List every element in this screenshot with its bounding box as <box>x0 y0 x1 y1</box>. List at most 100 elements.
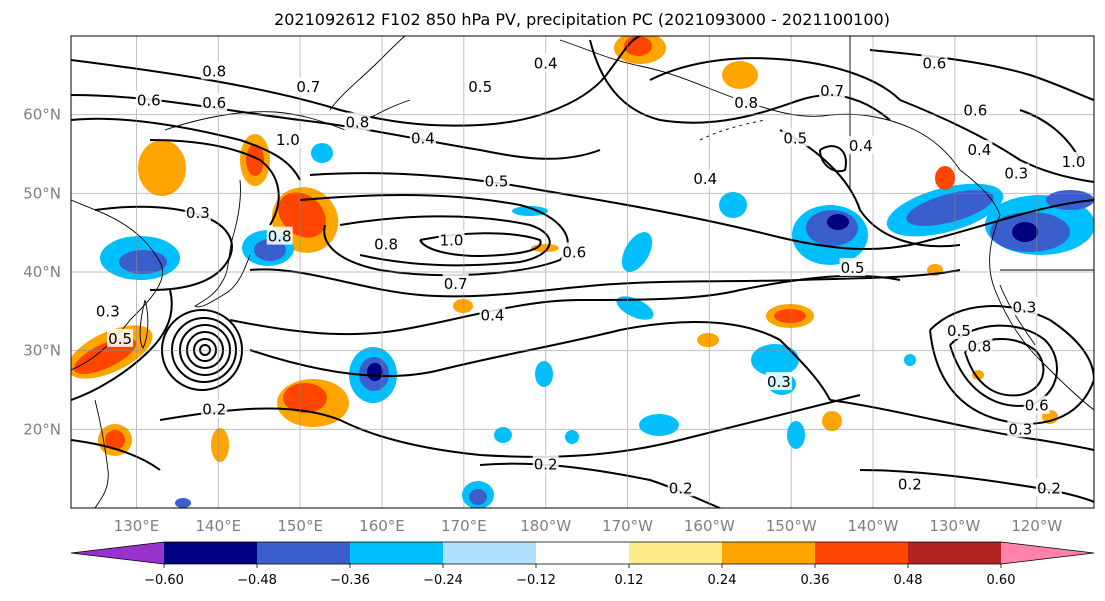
colorbar: −0.60 −0.48 −0.36 −0.24 −0.12 0.12 0.24 0.36 0.4… <box>70 541 1095 588</box>
colorbar-segment <box>350 542 444 564</box>
pv-contour-cyclone <box>199 344 211 356</box>
contour-label-bg <box>483 171 510 190</box>
coastline-korea <box>139 299 149 349</box>
contour-label-bg <box>442 273 469 292</box>
lon-tick-label: 120°W <box>1011 517 1062 535</box>
pv-contour-cyclone <box>193 338 217 362</box>
pv-contour-0.5 <box>229 274 901 336</box>
contour-label-bg <box>733 92 760 111</box>
contour-label-bg <box>839 258 866 277</box>
contour-label-bg <box>479 305 506 324</box>
lat-tick-label: 50°N <box>23 184 61 202</box>
contour-label: 0.8 <box>202 62 226 80</box>
pv-contour-0.2 <box>159 394 861 458</box>
precip-negative-blob <box>906 190 994 226</box>
contour-label: 0.3 <box>1013 298 1037 316</box>
contour-label-bg <box>765 372 792 391</box>
colorbar-segment <box>908 542 1002 564</box>
contour-label: 0.7 <box>296 78 320 96</box>
contour-label: 0.5 <box>108 330 132 348</box>
pv-contour <box>309 172 1094 251</box>
contour-label-bg <box>373 234 400 253</box>
pv-contour-0.2-south <box>479 462 721 508</box>
precip-negative-blob <box>565 430 579 444</box>
precip-negative-blob <box>119 250 167 274</box>
contour-label: 0.8 <box>374 235 398 253</box>
precip-negative-blob <box>311 143 333 163</box>
pv-contour-0.2-east <box>859 469 1094 503</box>
contour-label: 0.8 <box>734 94 758 112</box>
colorbar-segment <box>164 542 258 564</box>
contour-label-bg <box>966 336 993 355</box>
lon-tick-label: 140°E <box>196 517 242 535</box>
pv-contour <box>71 117 301 181</box>
precip-negative-blob <box>787 421 805 449</box>
colorbar-tick-label: 0.24 <box>708 573 737 588</box>
contour-label-bg <box>438 230 465 249</box>
precip-positive-blob <box>697 333 719 347</box>
precip-negative-blob <box>616 296 654 320</box>
contour-label: 0.4 <box>411 129 435 147</box>
pv-contour <box>779 129 961 248</box>
lon-tick-label: 170°W <box>602 517 653 535</box>
lon-tick-label: 150°E <box>277 517 323 535</box>
pv-contour <box>964 338 1045 397</box>
pv-contour-0.4 <box>249 321 831 401</box>
precip-positive-blob <box>774 309 806 323</box>
contour-label-bg <box>532 53 559 72</box>
contour-label-bg <box>344 112 371 131</box>
contour-label-bg <box>274 129 301 148</box>
pv-contour-1.0 <box>339 215 551 267</box>
contour-label: 0.8 <box>268 228 292 246</box>
contour-label-bg <box>819 81 846 100</box>
contour-label: 0.4 <box>849 137 873 155</box>
contour-label-bg <box>532 454 559 473</box>
contour-label-bg <box>135 90 162 109</box>
contour-label: 0.5 <box>468 78 492 96</box>
lon-tick-label: 170°E <box>441 517 487 535</box>
precip-positive-blob <box>722 61 758 89</box>
precip-negative-blob <box>904 354 916 366</box>
pv-contour-0.8 <box>299 194 569 277</box>
contour-label: 0.6 <box>922 55 946 73</box>
precip-positive-blob <box>278 192 326 238</box>
longitude-tick-labels: 130°E 140°E 150°E 160°E 170°E 180°W 170°W 160°W… <box>114 517 1063 535</box>
colorbar-segment <box>722 542 816 564</box>
pv-contour <box>869 49 1094 101</box>
contour-label: 0.6 <box>202 94 226 112</box>
precip-negative-blob <box>1012 222 1038 242</box>
pv-contour <box>899 99 1094 183</box>
contour-label: 0.6 <box>963 102 987 120</box>
contour-label: 0.6 <box>137 92 161 110</box>
colorbar-segment <box>815 542 909 564</box>
colorbar-tick-label: −0.24 <box>423 573 463 588</box>
contour-label: 0.3 <box>767 373 791 391</box>
contour-label-bg <box>1007 419 1034 438</box>
colorbar-segment <box>443 542 537 564</box>
pv-contour-0.3 <box>829 399 1094 451</box>
contour-label: 0.6 <box>562 243 586 261</box>
lon-tick-label: 160°E <box>359 517 405 535</box>
lon-tick-label: 150°W <box>766 517 817 535</box>
colorbar-tick-label: 0.12 <box>615 573 644 588</box>
precip-positive-blob <box>935 166 955 190</box>
precip-negative-blob <box>621 232 653 272</box>
precip-negative-blob <box>827 214 849 230</box>
contour-label-bg <box>966 140 993 159</box>
contour-label: 0.4 <box>481 306 505 324</box>
lat-tick-label: 60°N <box>23 106 61 124</box>
precip-negative-blob <box>639 414 679 436</box>
contour-label: 0.2 <box>202 401 226 419</box>
contour-label: 0.3 <box>1008 420 1032 438</box>
lat-tick-label: 30°N <box>23 342 61 360</box>
pv-contour-1.0-inner <box>419 232 542 258</box>
contour-label: 0.3 <box>1004 165 1028 183</box>
precip-negative-blob <box>175 498 191 508</box>
precip-negative-blob <box>719 192 747 218</box>
contour-label: 0.2 <box>534 456 558 474</box>
lon-tick-label: 130°W <box>929 517 980 535</box>
coastline-china-south <box>94 399 109 508</box>
map-panel: 0.8 0.6 0.6 0.7 0.8 1.0 0.4 0.5 0.4 0.5 0.4 0.8 0.7 0… <box>70 35 1095 509</box>
precip-positive-blob <box>211 428 229 462</box>
contour-label-bg <box>896 474 923 493</box>
